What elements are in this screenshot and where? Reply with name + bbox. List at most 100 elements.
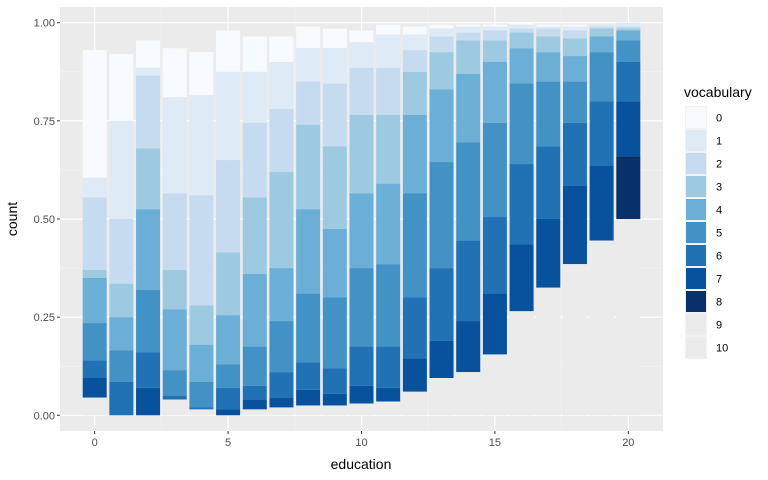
bar-segment — [482, 26, 507, 31]
bar-segment — [562, 24, 587, 27]
bar-segment — [589, 52, 614, 102]
bar-segment — [482, 354, 507, 416]
bar-segment — [536, 287, 561, 416]
bar-segment — [296, 389, 321, 406]
bar-segment — [136, 67, 161, 76]
bar-segment — [136, 289, 161, 353]
bar-segment — [296, 48, 321, 82]
bar-segment — [616, 219, 641, 416]
bar-segment — [349, 30, 374, 43]
bar-segment — [589, 28, 614, 37]
bar-segment — [509, 48, 534, 84]
bar-segment — [589, 166, 614, 241]
bar-segment — [242, 122, 267, 198]
bar-segment — [296, 362, 321, 390]
bar-segment — [562, 56, 587, 82]
legend-key — [686, 199, 706, 220]
bar-segment — [349, 114, 374, 194]
bar-segment — [456, 40, 481, 74]
bar-segment — [189, 409, 214, 416]
bar-segment — [322, 228, 347, 298]
bar-segment — [109, 381, 134, 416]
bar-stack — [322, 28, 347, 416]
bar-segment — [349, 403, 374, 416]
bar-segment — [456, 32, 481, 41]
bar-segment — [456, 24, 481, 27]
y-tick-label: 0.25 — [34, 312, 55, 324]
legend-label: 4 — [716, 205, 722, 217]
bar-segment — [189, 95, 214, 196]
legend-label: 3 — [716, 182, 722, 194]
bar-segment — [429, 162, 454, 269]
y-axis-title: count — [4, 202, 20, 236]
axes: 0.00 0.25 0.50 0.75 1.00 0 5 10 15 20 — [34, 18, 635, 449]
bar-segment — [82, 197, 107, 271]
bar-stack — [376, 24, 401, 416]
bar-segment — [482, 293, 507, 355]
legend-label: 10 — [716, 343, 728, 355]
bar-segment — [162, 48, 187, 98]
bar-segment — [402, 71, 427, 115]
legend-key — [686, 314, 706, 335]
bar-segment — [509, 32, 534, 49]
bar-segment — [616, 61, 641, 102]
y-tick-label: 0.50 — [34, 214, 55, 226]
bar-segment — [269, 321, 294, 373]
bar-segment — [189, 52, 214, 96]
legend-key — [686, 222, 706, 243]
bar-segment — [162, 399, 187, 416]
legend-key — [686, 245, 706, 266]
bar-segment — [322, 393, 347, 406]
bar-segment — [242, 385, 267, 400]
bar-segment — [349, 346, 374, 386]
bar-segment — [82, 397, 107, 416]
bar-segment — [562, 38, 587, 57]
legend-label: 1 — [716, 136, 722, 148]
bar-segment — [242, 409, 267, 416]
bar-segment — [509, 28, 534, 33]
bar-segment — [349, 42, 374, 68]
bar-segment — [376, 24, 401, 35]
bar-segment — [109, 120, 134, 219]
bar-segment — [562, 122, 587, 186]
bar-segment — [109, 317, 134, 351]
bar-stack — [589, 24, 614, 416]
bar-segment — [216, 315, 241, 365]
bar-stack — [162, 48, 187, 416]
bar-segment — [216, 30, 241, 72]
bar-segment — [509, 22, 534, 25]
bar-segment — [82, 50, 107, 178]
bar-segment — [429, 268, 454, 341]
bar-stack — [216, 30, 241, 416]
bar-segment — [349, 67, 374, 115]
bar-segment — [136, 387, 161, 416]
bar-segment — [482, 122, 507, 218]
bar-segment — [536, 28, 561, 37]
bar-segment — [216, 364, 241, 388]
bar-stack — [349, 30, 374, 416]
bar-segment — [189, 195, 214, 306]
bar-segment — [242, 399, 267, 410]
bar-segment — [189, 305, 214, 345]
bars — [82, 22, 641, 416]
bar-segment — [136, 209, 161, 290]
bar-segment — [82, 277, 107, 324]
x-tick-label: 5 — [225, 437, 231, 449]
bar-segment — [536, 52, 561, 82]
bar-segment — [242, 71, 267, 123]
bar-segment — [482, 30, 507, 41]
bar-segment — [456, 240, 481, 322]
bar-segment — [402, 114, 427, 194]
legend-label: 5 — [716, 228, 722, 240]
bar-segment — [589, 240, 614, 416]
bar-stack — [242, 36, 267, 416]
x-tick-label: 10 — [355, 437, 367, 449]
bar-segment — [216, 252, 241, 316]
bar-segment — [429, 36, 454, 53]
bar-segment — [216, 387, 241, 410]
bar-segment — [136, 75, 161, 149]
bar-segment — [589, 24, 614, 27]
bar-segment — [429, 378, 454, 416]
bar-segment — [376, 67, 401, 115]
